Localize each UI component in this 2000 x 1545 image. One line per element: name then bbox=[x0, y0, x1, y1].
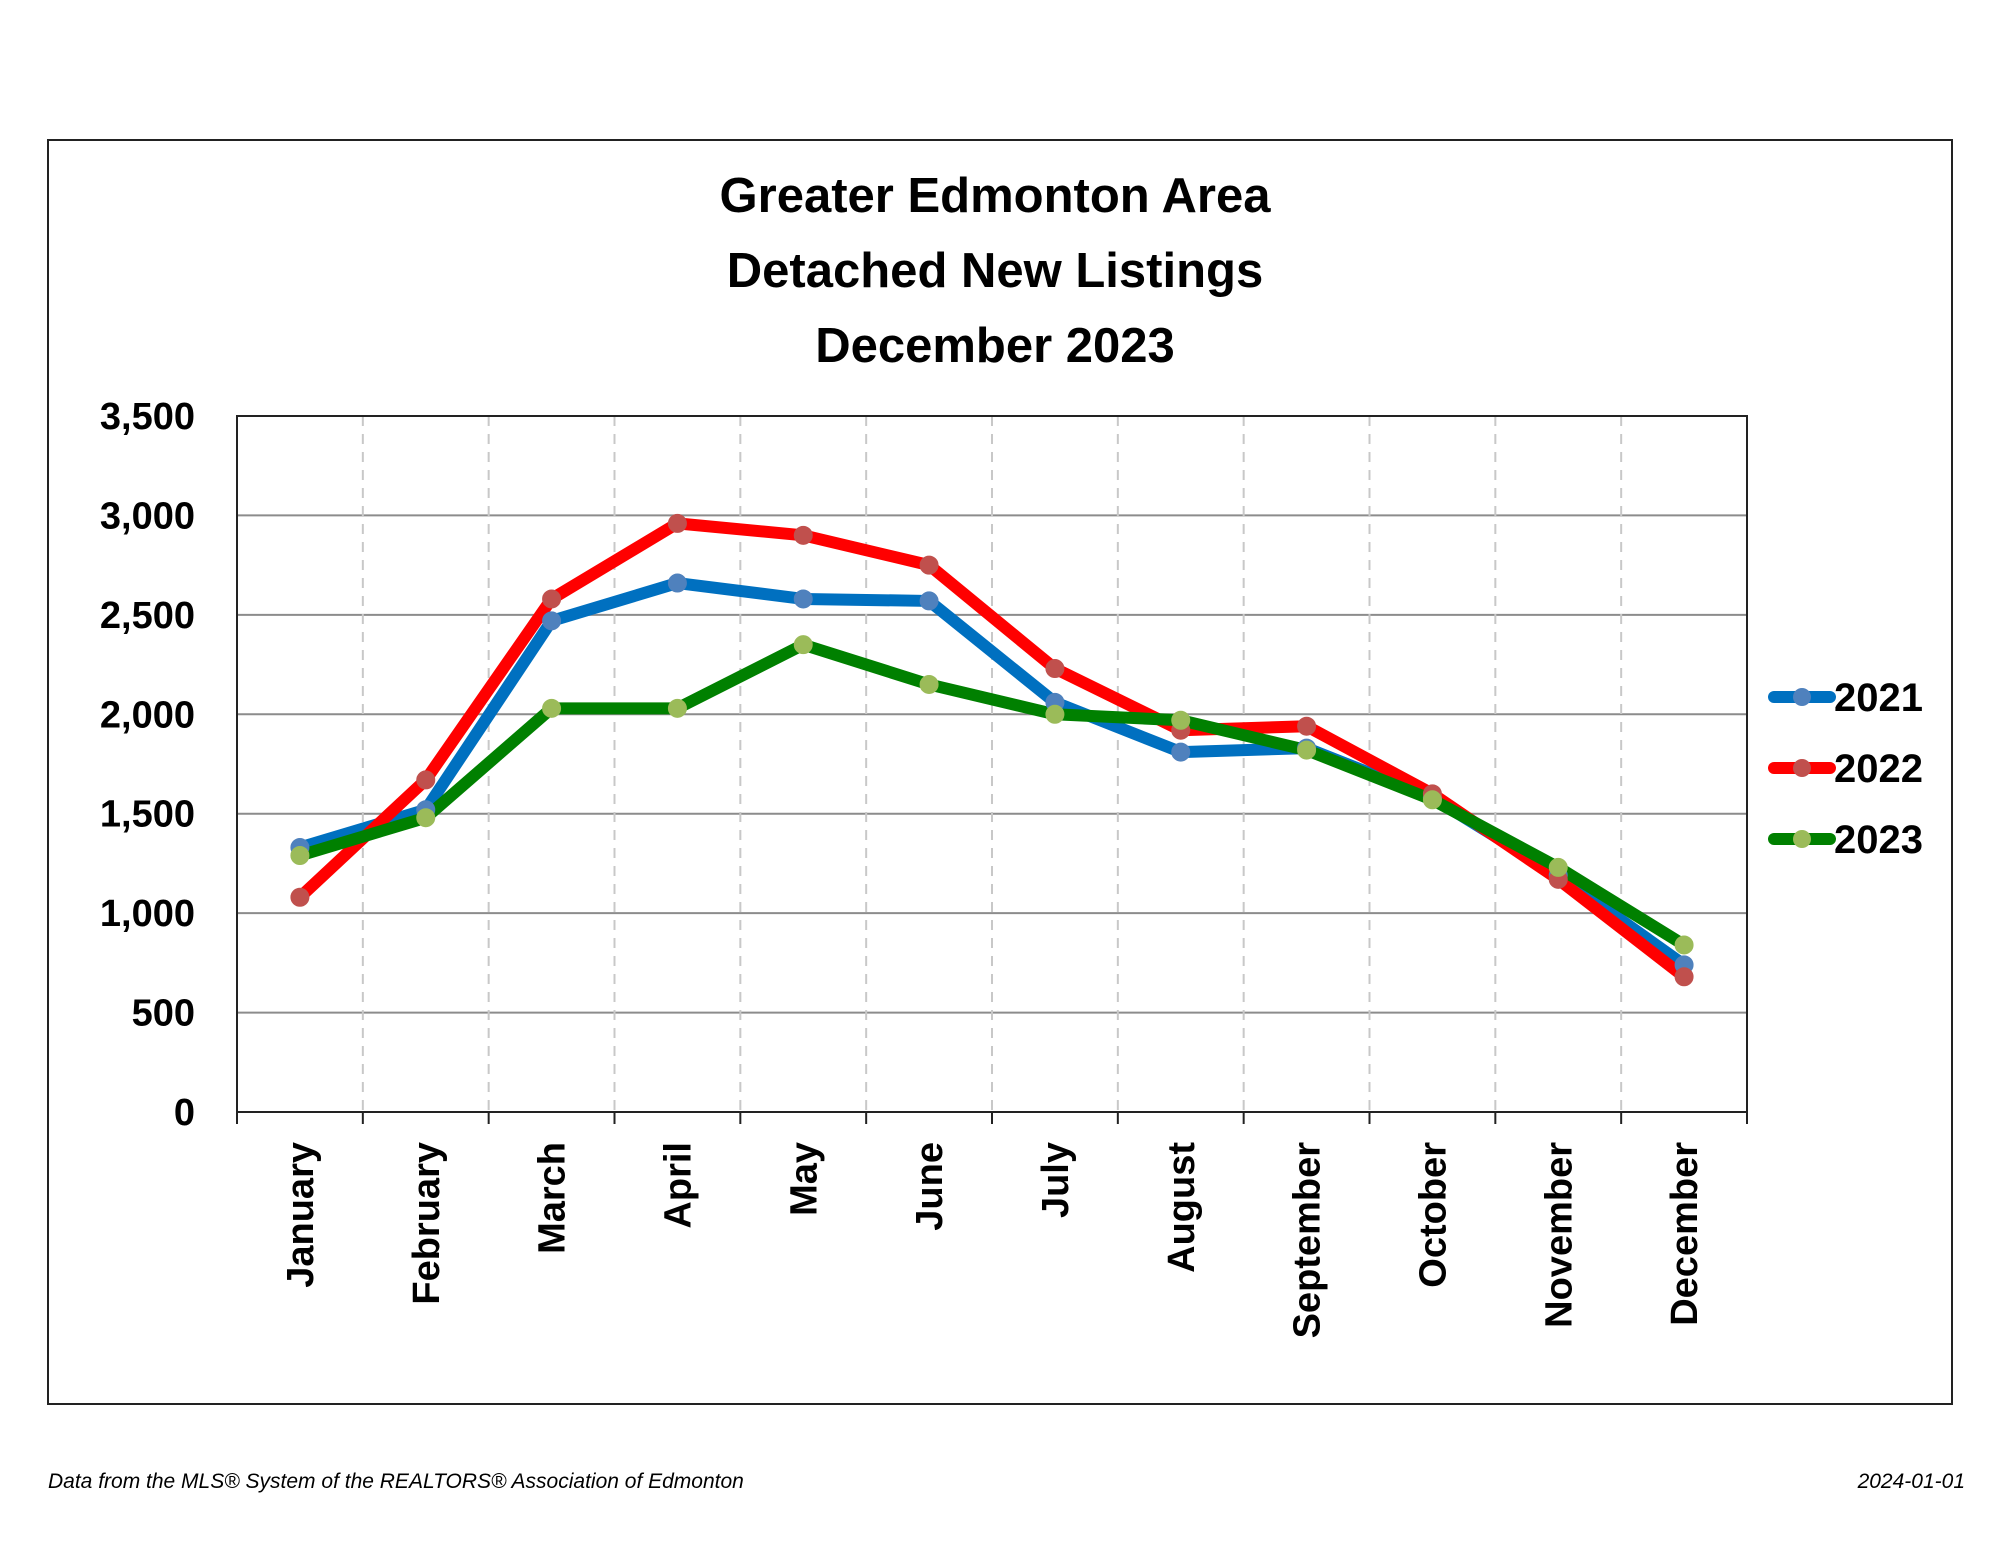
data-point-2023 bbox=[542, 698, 562, 718]
legend-marker-2023 bbox=[1793, 830, 1811, 848]
data-point-2023 bbox=[919, 674, 939, 694]
x-tick-label: June bbox=[909, 1142, 951, 1231]
data-point-2021 bbox=[1171, 742, 1191, 762]
y-tick-label: 3,500 bbox=[100, 396, 195, 438]
x-tick-label: February bbox=[406, 1142, 448, 1305]
y-tick-label: 2,000 bbox=[100, 694, 195, 736]
data-point-2022 bbox=[290, 887, 310, 907]
data-point-2021 bbox=[542, 611, 562, 631]
data-point-2022 bbox=[1674, 967, 1694, 987]
data-point-2023 bbox=[1297, 740, 1317, 760]
data-point-2022 bbox=[416, 770, 436, 790]
chart-frame bbox=[47, 139, 1953, 1405]
x-tick-label: January bbox=[280, 1142, 322, 1288]
y-tick-label: 0 bbox=[174, 1092, 195, 1134]
data-point-2022 bbox=[1297, 716, 1317, 736]
data-point-2021 bbox=[793, 589, 813, 609]
chart-title-line: Detached New Listings bbox=[727, 244, 1263, 298]
data-point-2023 bbox=[1171, 710, 1191, 730]
legend-label: 2021 bbox=[1834, 676, 1923, 720]
data-point-2022 bbox=[1045, 659, 1065, 679]
data-point-2023 bbox=[793, 635, 813, 655]
data-point-2022 bbox=[667, 513, 687, 533]
y-tick-label: 1,500 bbox=[100, 794, 195, 836]
legend-marker-2021 bbox=[1793, 688, 1811, 706]
x-tick-label: November bbox=[1538, 1142, 1580, 1328]
data-point-2023 bbox=[1422, 790, 1442, 810]
x-tick-label: April bbox=[657, 1142, 699, 1229]
x-tick-label: May bbox=[783, 1142, 825, 1216]
data-point-2022 bbox=[793, 525, 813, 545]
x-tick-label: July bbox=[1035, 1142, 1077, 1218]
chart-title-line: December 2023 bbox=[815, 319, 1175, 373]
data-point-2023 bbox=[1548, 857, 1568, 877]
x-tick-label: December bbox=[1664, 1142, 1706, 1326]
footer-source-note: Data from the MLS® System of the REALTOR… bbox=[48, 1470, 744, 1493]
legend-label: 2023 bbox=[1834, 818, 1923, 862]
data-point-2021 bbox=[667, 573, 687, 593]
data-point-2022 bbox=[542, 589, 562, 609]
data-point-2021 bbox=[919, 591, 939, 611]
data-point-2023 bbox=[1674, 935, 1694, 955]
x-tick-label: August bbox=[1161, 1142, 1203, 1273]
data-point-2023 bbox=[290, 845, 310, 865]
x-tick-label: October bbox=[1412, 1142, 1454, 1288]
footer-date: 2024-01-01 bbox=[1857, 1470, 1965, 1493]
data-point-2023 bbox=[1045, 704, 1065, 724]
data-point-2023 bbox=[667, 698, 687, 718]
data-point-2022 bbox=[919, 555, 939, 575]
y-tick-label: 3,000 bbox=[100, 495, 195, 537]
legend-marker-2022 bbox=[1793, 759, 1811, 777]
chart-title-line: Greater Edmonton Area bbox=[720, 169, 1272, 223]
x-tick-label: September bbox=[1287, 1142, 1329, 1339]
y-tick-label: 500 bbox=[132, 993, 195, 1035]
data-point-2023 bbox=[416, 808, 436, 828]
y-tick-label: 2,500 bbox=[100, 595, 195, 637]
y-tick-label: 1,000 bbox=[100, 893, 195, 935]
legend-label: 2022 bbox=[1834, 747, 1923, 791]
x-tick-label: March bbox=[532, 1142, 574, 1254]
series-line-2023 bbox=[293, 638, 1691, 951]
